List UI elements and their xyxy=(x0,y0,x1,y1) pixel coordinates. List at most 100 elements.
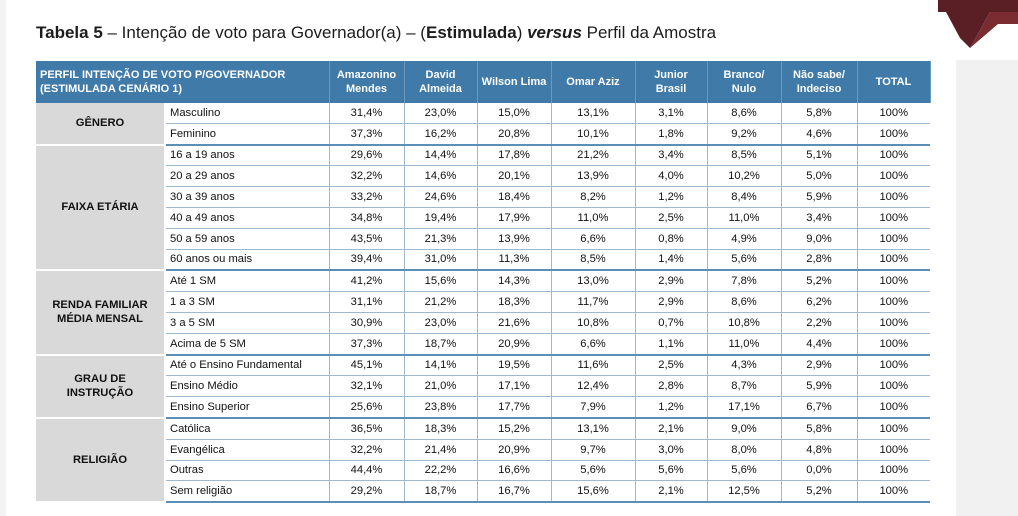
category-cell: RELIGIÃO xyxy=(36,417,166,504)
percentage-cell: 9,0% xyxy=(780,228,857,250)
percentage-cell: 9,2% xyxy=(706,123,781,146)
total-cell: 100% xyxy=(856,123,930,146)
percentage-cell: 44,4% xyxy=(328,460,404,482)
table-row: GÊNERO Masculino 31,4% 23,0% 15,0% 13,1% 3,1% 8… xyxy=(36,103,930,146)
percentage-cell: 37,3% xyxy=(328,333,404,356)
percentage-cell: 10,8% xyxy=(550,312,635,334)
percentage-cell: 2,9% xyxy=(634,270,707,293)
percentage-cell: 0,8% xyxy=(634,228,707,250)
header-row: PERFIL INTENÇÃO DE VOTO P/GOVERNADOR (ES… xyxy=(36,61,931,103)
percentage-cell: 18,3% xyxy=(476,291,551,313)
percentage-cell: 1,1% xyxy=(634,333,707,356)
header-col: Junior Brasil xyxy=(635,61,708,103)
percentage-cell: 13,1% xyxy=(550,103,635,124)
row-label: Outras xyxy=(164,460,329,482)
percentage-cell: 32,1% xyxy=(328,375,404,398)
percentage-cell: 23,0% xyxy=(403,103,477,124)
table-row: 3 a 5 SM 30,9% 23,0% 21,6% 10,8% 0,7% 10,8% 2,2… xyxy=(36,312,930,334)
percentage-cell: 2,1% xyxy=(634,480,707,504)
percentage-cell: 6,2% xyxy=(780,291,857,313)
percentage-cell: 8,6% xyxy=(706,291,781,313)
percentage-cell: 4,6% xyxy=(780,123,857,146)
percentage-cell: 3,1% xyxy=(634,103,707,124)
percentage-cell: 8,0% xyxy=(706,439,781,461)
percentage-cell: 0,7% xyxy=(634,312,707,334)
percentage-cell: 8,7% xyxy=(706,375,781,398)
percentage-cell: 2,8% xyxy=(634,375,707,398)
percentage-cell: 8,4% xyxy=(706,186,781,208)
percentage-cell: 18,4% xyxy=(476,186,551,208)
corner-decoration xyxy=(938,0,1018,60)
percentage-cell: 11,0% xyxy=(706,333,781,356)
percentage-cell: 5,2% xyxy=(780,480,857,504)
percentage-cell: 9,0% xyxy=(706,417,781,440)
percentage-cell: 14,3% xyxy=(476,270,551,293)
percentage-cell: 45,1% xyxy=(328,354,404,377)
percentage-cell: 31,1% xyxy=(328,291,404,313)
percentage-cell: 2,9% xyxy=(780,354,857,377)
percentage-cell: 30,9% xyxy=(328,312,404,334)
title-versus: versus xyxy=(527,23,582,42)
percentage-cell: 10,2% xyxy=(706,165,781,188)
percentage-cell: 23,8% xyxy=(403,396,477,419)
table-row: RENDA FAMILIAR MÉDIA MENSAL Até 1 SM 41,2%… xyxy=(36,270,930,356)
percentage-cell: 3,4% xyxy=(780,207,857,229)
category-cell: GRAU DE INSTRUÇÃO xyxy=(36,354,166,419)
percentage-cell: 1,8% xyxy=(634,123,707,146)
total-cell: 100% xyxy=(856,439,930,461)
total-cell: 100% xyxy=(856,333,930,356)
percentage-cell: 14,4% xyxy=(403,144,477,167)
percentage-cell: 19,5% xyxy=(476,354,551,377)
percentage-cell: 39,4% xyxy=(328,249,404,272)
total-cell: 100% xyxy=(856,249,930,272)
table-row: 40 a 49 anos 34,8% 19,4% 17,9% 11,0% 2,5% 11,0… xyxy=(36,207,930,229)
row-label: Ensino Médio xyxy=(164,375,329,398)
percentage-cell: 29,2% xyxy=(328,480,404,504)
percentage-cell: 8,2% xyxy=(550,186,635,208)
percentage-cell: 11,6% xyxy=(550,354,635,377)
percentage-cell: 12,5% xyxy=(706,480,781,504)
percentage-cell: 17,1% xyxy=(706,396,781,419)
percentage-cell: 4,3% xyxy=(706,354,781,377)
row-label: Até o Ensino Fundamental xyxy=(164,354,329,377)
percentage-cell: 16,2% xyxy=(403,123,477,146)
percentage-cell: 5,6% xyxy=(550,460,635,482)
percentage-cell: 2,5% xyxy=(634,354,707,377)
percentage-cell: 16,6% xyxy=(476,460,551,482)
percentage-cell: 10,1% xyxy=(550,123,635,146)
total-cell: 100% xyxy=(856,103,930,124)
percentage-cell: 7,9% xyxy=(550,396,635,419)
percentage-cell: 1,2% xyxy=(634,396,707,419)
total-cell: 100% xyxy=(856,354,930,377)
row-label: 60 anos ou mais xyxy=(164,249,329,272)
table-row: Acima de 5 SM 37,3% 18,7% 20,9% 6,6% 1,1% 11,0… xyxy=(36,333,930,356)
table-row: Evangélica 32,2% 21,4% 20,9% 9,7% 3,0% 8,0% 4,8… xyxy=(36,439,930,461)
percentage-cell: 17,7% xyxy=(476,396,551,419)
header-col: Branco/ Nulo xyxy=(707,61,782,103)
row-label: 16 a 19 anos xyxy=(164,144,329,167)
percentage-cell: 4,0% xyxy=(634,165,707,188)
header-profile: PERFIL INTENÇÃO DE VOTO P/GOVERNADOR (ES… xyxy=(36,61,330,103)
percentage-cell: 7,8% xyxy=(706,270,781,293)
row-label: 30 a 39 anos xyxy=(164,186,329,208)
percentage-cell: 5,6% xyxy=(706,249,781,272)
row-label: 1 a 3 SM xyxy=(164,291,329,313)
total-cell: 100% xyxy=(856,228,930,250)
header-col: David Almeida xyxy=(404,61,478,103)
percentage-cell: 15,6% xyxy=(550,480,635,504)
percentage-cell: 21,0% xyxy=(403,375,477,398)
percentage-cell: 21,3% xyxy=(403,228,477,250)
percentage-cell: 6,7% xyxy=(780,396,857,419)
row-label: Feminino xyxy=(164,123,329,146)
percentage-cell: 33,2% xyxy=(328,186,404,208)
title-part3: Perfil da Amostra xyxy=(581,23,717,42)
percentage-cell: 34,8% xyxy=(328,207,404,229)
percentage-cell: 13,9% xyxy=(476,228,551,250)
table-row: FAIXA ETÁRIA 16 a 19 anos 29,6% 14,4% 17,8% 2… xyxy=(36,144,930,272)
percentage-cell: 22,2% xyxy=(403,460,477,482)
total-cell: 100% xyxy=(856,291,930,313)
total-cell: 100% xyxy=(856,165,930,188)
table-row: 60 anos ou mais 39,4% 31,0% 11,3% 8,5% 1,4% 5,… xyxy=(36,249,930,272)
percentage-cell: 41,2% xyxy=(328,270,404,293)
header-col: TOTAL xyxy=(857,61,931,103)
